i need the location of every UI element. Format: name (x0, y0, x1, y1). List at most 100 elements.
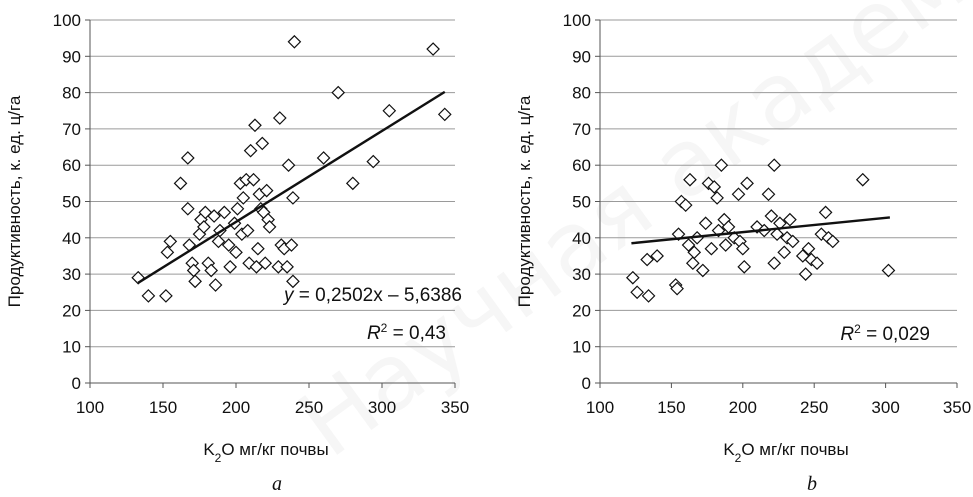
data-point-diamond (731, 187, 746, 202)
data-point-diamond (770, 227, 784, 242)
data-point-diamond (208, 278, 223, 292)
data-point-diamond (764, 209, 779, 223)
y-tick-label: 50 (572, 193, 591, 212)
r-squared-value: = 0,43 (387, 323, 446, 344)
r-superscript: 2 (854, 322, 861, 336)
x-tick-label: 150 (149, 398, 177, 417)
data-point-diamond (881, 263, 896, 278)
data-point-diamond (246, 172, 261, 187)
r-squared-value: = 0,029 (861, 324, 930, 345)
data-point-diamond (180, 201, 195, 216)
data-point-diamond (258, 256, 273, 271)
data-point-diamond (316, 151, 331, 165)
trendline (631, 216, 891, 245)
y-tick-label: 10 (572, 338, 591, 357)
y-tick-label: 20 (62, 301, 81, 320)
y-tick-label: 30 (62, 265, 81, 284)
data-point-diamond (825, 234, 840, 249)
data-point-diamond (286, 274, 300, 289)
y-axis-label: Продуктивность, к. ед. ц/га (515, 95, 534, 307)
data-point-diamond (173, 176, 188, 191)
data-point-diamond (230, 201, 245, 216)
data-point-diamond (366, 154, 381, 169)
data-point-diamond (259, 183, 274, 198)
y-tick-label: 10 (62, 338, 81, 357)
x-tick-label: 300 (368, 398, 396, 417)
y-tick-label: 40 (572, 229, 591, 248)
y-tick-label: 0 (72, 374, 81, 393)
x-axis-label-subscript: 2 (215, 451, 222, 465)
data-point-diamond (785, 234, 800, 249)
x-tick-label: 150 (657, 398, 685, 417)
chart-a: 0 10 20 30 40 50 60 70 80 90 100 100 150 200 250 300 350… (5, 11, 469, 495)
data-point-diamond (287, 34, 302, 49)
data-point-diamond (810, 256, 824, 271)
data-point-diamond (767, 256, 782, 271)
y-tick-label: 60 (572, 156, 591, 175)
data-point-diamond (818, 205, 833, 220)
data-point-diamond (160, 245, 175, 260)
equation-variable: y (282, 285, 295, 306)
data-point-diamond (714, 158, 729, 173)
x-tick-label: 100 (76, 398, 104, 417)
data-point-diamond (687, 245, 702, 260)
trendline (137, 90, 446, 284)
regression-equation: y = 0,2502x – 5,6386 (282, 285, 462, 306)
data-point-diamond (163, 234, 178, 249)
data-point-diamond (255, 136, 270, 151)
data-point-diamond (188, 274, 202, 289)
data-point-diamond (248, 118, 262, 133)
x-axis-label: K2O мг/кг почвы (723, 440, 848, 465)
data-point-diamond (777, 245, 792, 260)
x-tick-label: 350 (441, 398, 469, 417)
data-point-diamond (855, 172, 870, 187)
panel-label: a (272, 473, 282, 495)
data-point-diamond (640, 252, 654, 267)
data-point-diamond (437, 107, 452, 122)
x-axis-label-rest: O мг/кг почвы (741, 440, 848, 459)
data-point-diamond (217, 205, 232, 220)
data-point-diamond (761, 187, 776, 202)
y-tick-label: 80 (572, 84, 591, 103)
data-point-diamond (159, 289, 173, 303)
data-point-diamond (207, 209, 221, 223)
x-axis-label-main: K (203, 440, 215, 459)
y-tick-label: 100 (563, 11, 591, 30)
x-tick-label: 250 (295, 398, 323, 417)
x-tick-label: 200 (729, 398, 757, 417)
x-axis-label-rest: O мг/кг почвы (221, 440, 328, 459)
data-point-diamond (223, 259, 238, 274)
data-point-diamond (735, 241, 750, 256)
y-tick-label: 0 (582, 374, 591, 393)
data-point-diamond (382, 103, 397, 118)
data-point-diamond (707, 180, 722, 194)
data-point-diamond (284, 238, 299, 252)
data-point-diamond (281, 158, 296, 173)
x-tick-label: 300 (871, 398, 899, 417)
data-point-diamond (641, 289, 656, 303)
y-tick-label: 70 (62, 120, 81, 139)
data-point-diamond (710, 191, 724, 205)
y-tick-label: 30 (572, 265, 591, 284)
y-tick-label: 60 (62, 156, 81, 175)
y-tick-label: 80 (62, 84, 81, 103)
r-symbol: R (840, 324, 854, 345)
data-point-diamond (698, 216, 713, 231)
y-tick-label: 50 (62, 193, 81, 212)
data-point-diamond (251, 241, 265, 256)
data-point-diamond (286, 191, 300, 205)
y-tick-label: 70 (572, 120, 591, 139)
data-point-diamond (345, 176, 360, 191)
data-point-diamond (180, 151, 195, 165)
data-point-diamond (211, 234, 226, 249)
data-point-diamond (141, 289, 156, 303)
r-squared-label: R2 = 0,43 (367, 321, 446, 344)
chart-b: 0 10 20 30 40 50 60 70 80 90 100 100 150 200 250 300 350… (515, 11, 971, 495)
data-point-diamond (683, 172, 697, 187)
data-point-diamond (625, 270, 640, 285)
data-point-diamond (650, 249, 664, 263)
data-point-diamond (670, 281, 684, 296)
x-axis-label-subscript: 2 (735, 451, 742, 465)
data-point-diamond (272, 111, 287, 125)
panel-label: b (807, 473, 817, 495)
